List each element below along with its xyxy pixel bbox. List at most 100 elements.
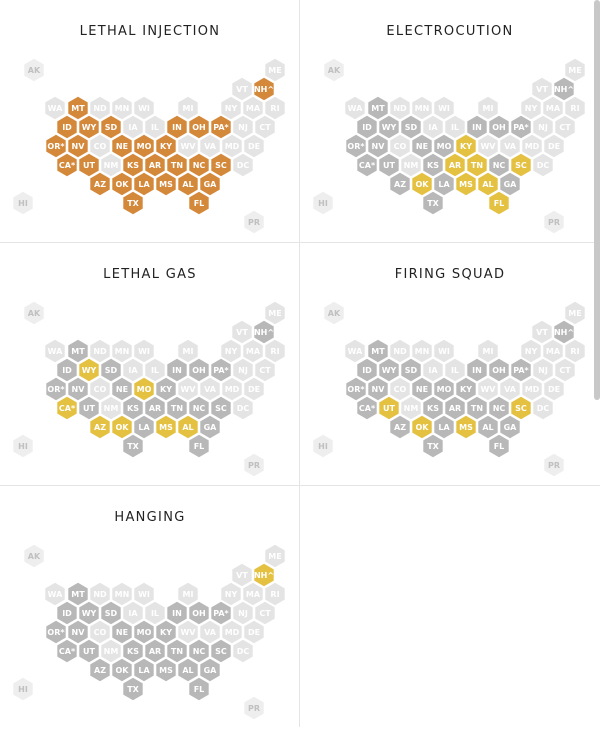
state-hex-de[interactable]: DE [244, 620, 264, 644]
state-hex-nc[interactable]: NC [489, 396, 509, 420]
state-hex-ak[interactable]: AK [24, 58, 44, 82]
state-hex-vt[interactable]: VT [232, 320, 252, 344]
state-hex-ak[interactable]: AK [24, 301, 44, 325]
state-hex-ut[interactable]: UT [379, 396, 399, 420]
state-hex-va[interactable]: VA [200, 134, 220, 158]
state-hex-or-star[interactable]: OR* [346, 377, 366, 401]
state-hex-fl[interactable]: FL [489, 434, 509, 458]
state-hex-il[interactable]: IL [445, 358, 465, 382]
state-hex-nm[interactable]: NM [401, 153, 421, 177]
state-hex-wv[interactable]: WV [478, 377, 498, 401]
state-hex-de[interactable]: DE [244, 134, 264, 158]
state-hex-ct[interactable]: CT [255, 601, 275, 625]
state-hex-ct[interactable]: CT [555, 115, 575, 139]
state-hex-wy[interactable]: WY [79, 601, 99, 625]
state-hex-mt[interactable]: MT [68, 582, 88, 606]
state-hex-nm[interactable]: NM [101, 396, 121, 420]
state-hex-in[interactable]: IN [167, 601, 187, 625]
state-hex-id[interactable]: ID [57, 601, 77, 625]
state-hex-ok[interactable]: OK [412, 415, 432, 439]
state-hex-co[interactable]: CO [390, 134, 410, 158]
state-hex-dc[interactable]: DC [533, 153, 553, 177]
state-hex-fl[interactable]: FL [189, 677, 209, 701]
state-hex-nm[interactable]: NM [401, 396, 421, 420]
state-hex-tn[interactable]: TN [467, 396, 487, 420]
state-hex-ia[interactable]: IA [423, 115, 443, 139]
state-hex-ne[interactable]: NE [112, 377, 132, 401]
state-hex-oh[interactable]: OH [489, 115, 509, 139]
state-hex-ny[interactable]: NY [221, 96, 241, 120]
state-hex-de[interactable]: DE [244, 377, 264, 401]
state-hex-fl[interactable]: FL [189, 434, 209, 458]
state-hex-nm[interactable]: NM [101, 153, 121, 177]
state-hex-oh[interactable]: OH [489, 358, 509, 382]
state-hex-hi[interactable]: HI [13, 434, 33, 458]
state-hex-in[interactable]: IN [467, 115, 487, 139]
state-hex-wa[interactable]: WA [345, 339, 365, 363]
state-hex-sc[interactable]: SC [511, 153, 531, 177]
state-hex-sd[interactable]: SD [101, 358, 121, 382]
state-hex-pa-star[interactable]: PA* [211, 601, 231, 625]
state-hex-nh-caret[interactable]: NH^ [254, 320, 274, 344]
state-hex-id[interactable]: ID [57, 115, 77, 139]
state-hex-va[interactable]: VA [200, 620, 220, 644]
state-hex-nc[interactable]: NC [489, 153, 509, 177]
state-hex-sd[interactable]: SD [401, 358, 421, 382]
state-hex-nv[interactable]: NV [368, 134, 388, 158]
state-hex-nv[interactable]: NV [68, 377, 88, 401]
state-hex-ar[interactable]: AR [145, 396, 165, 420]
state-hex-mn[interactable]: MN [112, 339, 132, 363]
state-hex-or-star[interactable]: OR* [46, 134, 66, 158]
state-hex-ca-star[interactable]: CA* [357, 153, 377, 177]
state-hex-dc[interactable]: DC [533, 396, 553, 420]
state-hex-ne[interactable]: NE [112, 620, 132, 644]
state-hex-sc[interactable]: SC [511, 396, 531, 420]
state-hex-pr[interactable]: PR [244, 210, 264, 234]
state-hex-nc[interactable]: NC [189, 396, 209, 420]
state-hex-mi[interactable]: MI [178, 96, 198, 120]
state-hex-nd[interactable]: ND [90, 339, 110, 363]
state-hex-ut[interactable]: UT [79, 639, 99, 663]
state-hex-il[interactable]: IL [145, 601, 165, 625]
state-hex-ak[interactable]: AK [24, 544, 44, 568]
state-hex-nj[interactable]: NJ [233, 358, 253, 382]
scrollbar[interactable] [594, 0, 600, 400]
state-hex-md[interactable]: MD [222, 134, 242, 158]
state-hex-la[interactable]: LA [134, 415, 154, 439]
state-hex-pr[interactable]: PR [544, 210, 564, 234]
state-hex-az[interactable]: AZ [90, 415, 110, 439]
state-hex-tn[interactable]: TN [167, 153, 187, 177]
state-hex-wi[interactable]: WI [134, 339, 154, 363]
state-hex-ca-star[interactable]: CA* [57, 396, 77, 420]
state-hex-ne[interactable]: NE [412, 134, 432, 158]
state-hex-nd[interactable]: ND [390, 339, 410, 363]
state-hex-nj[interactable]: NJ [533, 115, 553, 139]
state-hex-wv[interactable]: WV [178, 134, 198, 158]
state-hex-sc[interactable]: SC [211, 153, 231, 177]
state-hex-ms[interactable]: MS [456, 172, 476, 196]
state-hex-ut[interactable]: UT [79, 153, 99, 177]
state-hex-id[interactable]: ID [57, 358, 77, 382]
state-hex-wi[interactable]: WI [134, 582, 154, 606]
state-hex-ct[interactable]: CT [255, 358, 275, 382]
state-hex-ma[interactable]: MA [543, 96, 563, 120]
state-hex-mn[interactable]: MN [112, 582, 132, 606]
state-hex-ky[interactable]: KY [456, 377, 476, 401]
state-hex-ok[interactable]: OK [112, 172, 132, 196]
state-hex-ok[interactable]: OK [112, 415, 132, 439]
state-hex-pa-star[interactable]: PA* [211, 358, 231, 382]
state-hex-pa-star[interactable]: PA* [211, 115, 231, 139]
state-hex-wv[interactable]: WV [178, 620, 198, 644]
state-hex-pr[interactable]: PR [244, 696, 264, 720]
state-hex-vt[interactable]: VT [232, 563, 252, 587]
state-hex-tx[interactable]: TX [123, 434, 143, 458]
state-hex-nd[interactable]: ND [90, 96, 110, 120]
state-hex-ar[interactable]: AR [445, 396, 465, 420]
state-hex-pr[interactable]: PR [544, 453, 564, 477]
state-hex-ny[interactable]: NY [221, 582, 241, 606]
state-hex-al[interactable]: AL [178, 415, 198, 439]
state-hex-az[interactable]: AZ [90, 172, 110, 196]
state-hex-ri[interactable]: RI [265, 582, 285, 606]
state-hex-pa-star[interactable]: PA* [511, 358, 531, 382]
state-hex-ct[interactable]: CT [255, 115, 275, 139]
